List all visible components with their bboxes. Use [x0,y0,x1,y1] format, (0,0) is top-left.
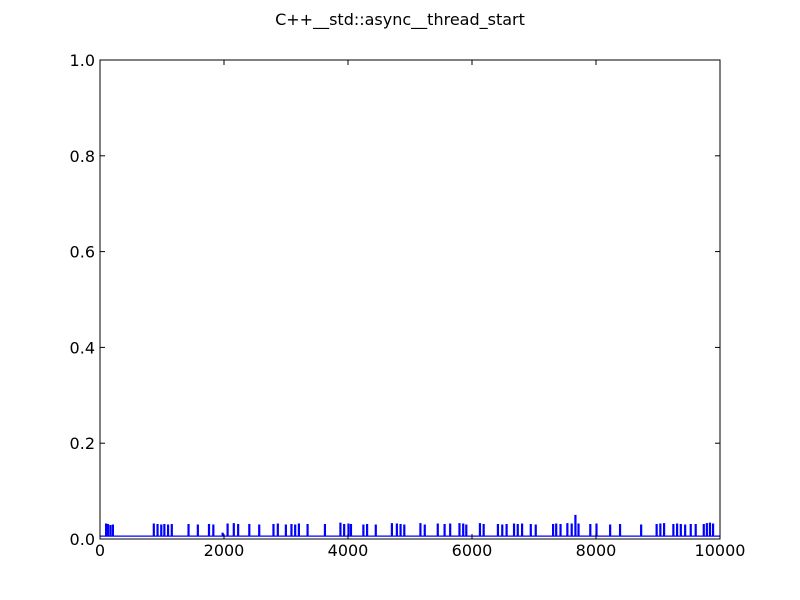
x-tick-label: 2000 [204,541,245,560]
series-layer [100,514,720,537]
y-tick-label: 0.2 [70,434,95,453]
tick-layer: 0 2000 4000 6000 8000 10000 0.0 0.2 0.4 0.6 0.8 1.0 [70,51,746,560]
x-tick-label: 6000 [452,541,493,560]
y-tick-label: 1.0 [70,51,95,70]
x-tick-label: 10000 [695,541,746,560]
y-tick-label: 0.0 [70,530,95,549]
y-tick-label: 0.6 [70,243,95,262]
y-tick-label: 0.4 [70,338,95,357]
chart-title: C++__std::async__thread_start [275,10,525,30]
plot-frame [99,59,721,540]
y-tick-label: 0.8 [70,147,95,166]
x-tick-label: 4000 [328,541,369,560]
x-tick-label: 0 [95,541,105,560]
series-line-0 [100,514,720,537]
x-tick-label: 8000 [576,541,617,560]
